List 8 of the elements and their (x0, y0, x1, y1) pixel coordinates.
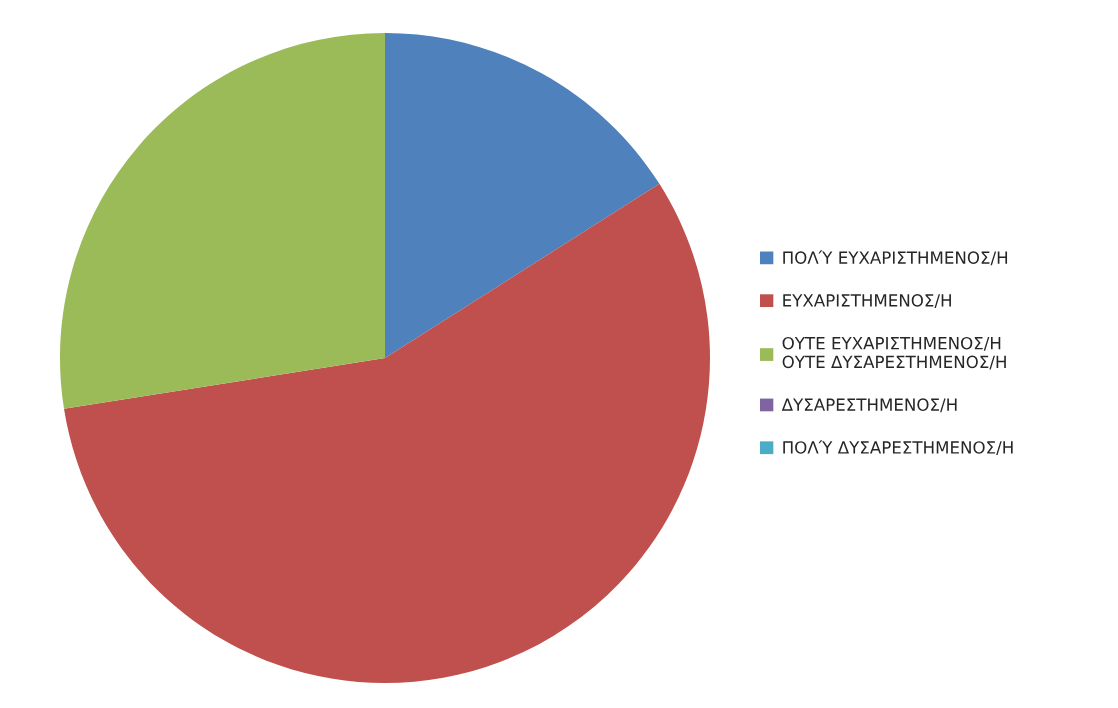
legend-label: ΟΥΤΕ ΕΥΧΑΡΙΣΤΗΜΕΝΟΣ/Η ΟΥΤΕ ΔΥΣΑΡΕΣΤΗΜΕΝΟΣ/Η (782, 336, 1006, 370)
pie-slice (385, 33, 660, 358)
legend-label: ΠΟΛΎ ΔΥΣΑΡΕΣΤΗΜΕΝΟΣ/Η (783, 440, 1013, 456)
pie-slice (64, 183, 710, 683)
pie-slice (60, 33, 385, 409)
legend-label: ΠΟΛΎ ΕΥΧΑΡΙΣΤΗΜΕΝΟΣ/Η (783, 250, 1008, 266)
legend-label: ΔΥΣΑΡΕΣΤΗΜΕΝΟΣ/Η (781, 398, 957, 413)
legend-label: ΕΥΧΑΡΙΣΤΗΜΕΝΟΣ/Η (783, 294, 951, 309)
